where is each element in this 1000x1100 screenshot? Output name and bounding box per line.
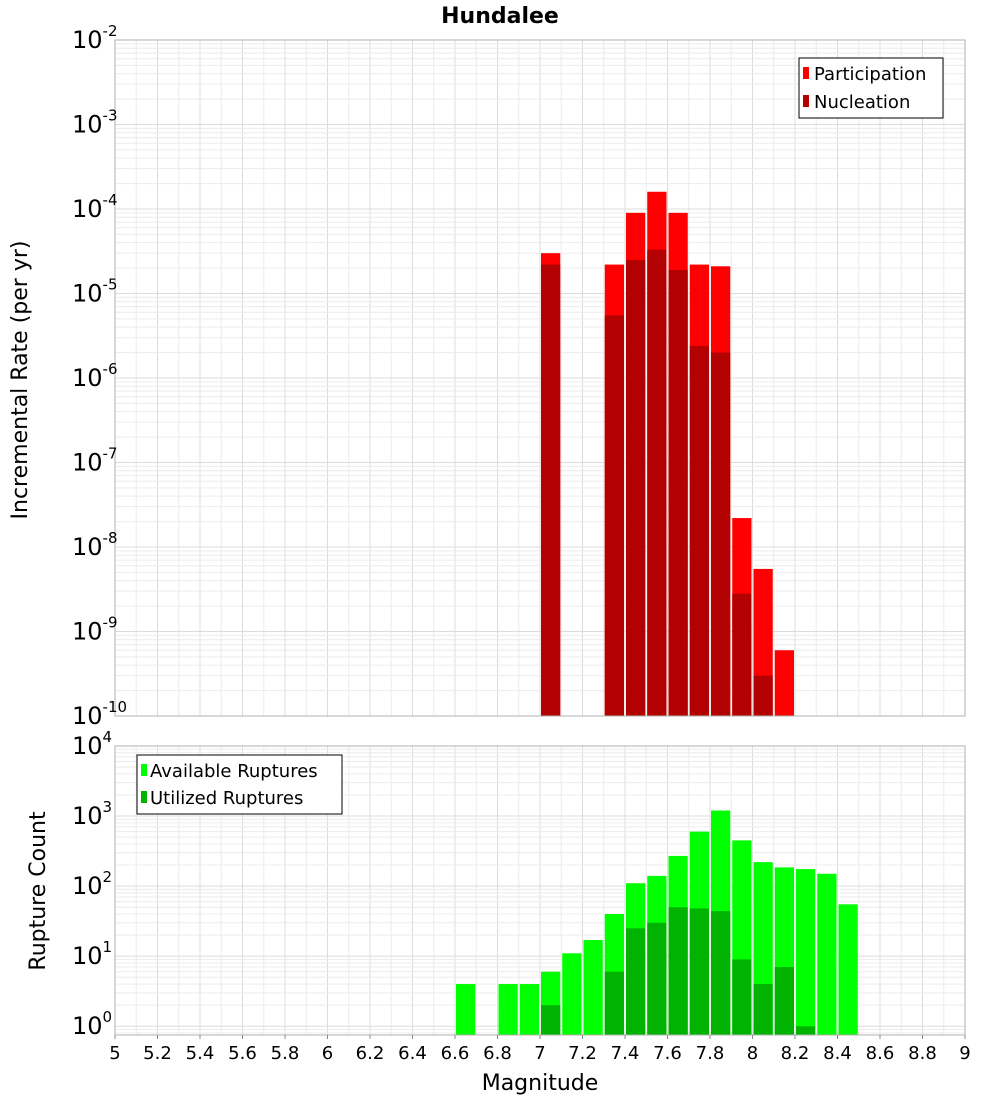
utilized-ruptures-bar: [796, 1026, 816, 1035]
x-tick-label: 6.6: [441, 1043, 470, 1064]
bottom-y-axis-label: Rupture Count: [26, 811, 51, 971]
bottom-legend: Available Ruptures Utilized Ruptures: [136, 754, 343, 815]
bottom-legend-box: [136, 754, 343, 815]
x-tick-label: 8.4: [823, 1043, 852, 1064]
x-tick-label: 5.4: [186, 1043, 215, 1064]
y-tick-label: 104: [72, 728, 112, 760]
x-tick-label: 6.8: [483, 1043, 512, 1064]
nucleation-bar: [711, 352, 731, 716]
utilized-ruptures-bar: [753, 984, 773, 1035]
x-tick-label: 7.4: [611, 1043, 640, 1064]
x-tick-label: 7.2: [568, 1043, 597, 1064]
available-legend-swatch: [141, 764, 147, 776]
bottom-bars: [456, 810, 858, 1035]
x-tick-label: 7: [534, 1043, 545, 1064]
available-ruptures-bar: [456, 984, 476, 1035]
y-tick-label: 10-10: [72, 698, 127, 730]
nucleation-bar: [647, 249, 667, 716]
y-tick-label: 10-2: [72, 22, 118, 54]
top-legend-box: [798, 57, 944, 119]
participation-legend-swatch: [803, 67, 809, 79]
utilized-ruptures-bar: [668, 907, 688, 1035]
available-ruptures-bar: [796, 869, 816, 1035]
available-legend-label: Available Ruptures: [150, 761, 318, 782]
x-axis-label: Magnitude: [482, 1071, 599, 1096]
available-ruptures-bar: [519, 984, 539, 1035]
participation-bar: [774, 650, 794, 716]
rupture-count-panel: 104 103 102 101 100 5 5.2 5.4 5.6 5.8 6 6.2 6.4 6.6 6…: [26, 728, 971, 1096]
x-tick-label: 6.4: [398, 1043, 427, 1064]
available-ruptures-bar: [817, 873, 837, 1035]
utilized-ruptures-bar: [541, 1005, 561, 1035]
utilized-ruptures-bar: [689, 908, 709, 1035]
y-tick-label: 10-8: [72, 529, 118, 561]
nucleation-legend-swatch: [803, 95, 809, 107]
nucleation-bar: [541, 264, 561, 716]
available-ruptures-bar: [562, 953, 582, 1035]
top-y-ticks: 10-2 10-3 10-4 10-5 10-6 10-7 10-8 10-9 10-10: [72, 22, 127, 730]
y-tick-label: 10-3: [72, 107, 118, 139]
x-tick-label: 5.8: [271, 1043, 300, 1064]
nucleation-bar: [604, 315, 624, 716]
x-tick-label: 8.6: [866, 1043, 895, 1064]
top-legend: Participation Nucleation: [798, 57, 944, 119]
utilized-legend-swatch: [141, 791, 147, 803]
y-tick-label: 10-7: [72, 445, 118, 477]
available-ruptures-bar: [838, 904, 858, 1035]
x-tick-label: 9: [959, 1043, 970, 1064]
utilized-ruptures-bar: [732, 959, 752, 1035]
utilized-ruptures-bar: [604, 971, 624, 1035]
x-tick-label: 7.6: [653, 1043, 682, 1064]
x-tick-label: 8: [747, 1043, 758, 1064]
y-tick-label: 10-5: [72, 276, 118, 308]
available-ruptures-bar: [498, 984, 518, 1035]
x-tick-label: 8.2: [781, 1043, 810, 1064]
x-tick-label: 5.6: [228, 1043, 257, 1064]
top-y-axis-label: Incremental Rate (per yr): [8, 241, 33, 520]
incremental-rate-panel: 10-2 10-3 10-4 10-5 10-6 10-7 10-8 10-9 10-10 In…: [8, 22, 966, 730]
nucleation-bar: [689, 345, 709, 716]
nucleation-bar: [753, 675, 773, 716]
y-tick-label: 100: [72, 1008, 112, 1040]
utilized-legend-label: Utilized Ruptures: [150, 788, 303, 809]
chart-title: Hundalee: [441, 4, 559, 29]
x-tick-label: 6: [322, 1043, 333, 1064]
y-tick-label: 10-9: [72, 614, 118, 646]
top-bars: [541, 191, 794, 717]
y-tick-label: 10-6: [72, 360, 118, 392]
top-grid: [114, 39, 966, 717]
x-ticks: 5 5.2 5.4 5.6 5.8 6 6.2 6.4 6.6 6.8 7 7.2 7.4 7.6 7.8 8…: [109, 1035, 971, 1064]
x-tick-label: 6.2: [356, 1043, 385, 1064]
x-tick-label: 8.8: [908, 1043, 937, 1064]
utilized-ruptures-bar: [647, 922, 667, 1035]
x-tick-label: 5.2: [143, 1043, 172, 1064]
available-ruptures-bar: [583, 940, 603, 1035]
bottom-y-ticks: 104 103 102 101 100: [72, 728, 112, 1040]
y-tick-label: 103: [72, 798, 112, 830]
nucleation-bar: [668, 269, 688, 716]
utilized-ruptures-bar: [626, 928, 646, 1035]
y-tick-label: 10-4: [72, 191, 118, 223]
participation-legend-label: Participation: [814, 64, 926, 85]
utilized-ruptures-bar: [711, 911, 731, 1035]
top-plot-border: [114, 39, 966, 717]
utilized-ruptures-bar: [774, 967, 794, 1035]
nucleation-legend-label: Nucleation: [814, 92, 910, 113]
y-tick-label: 102: [72, 868, 112, 900]
nucleation-bar: [626, 259, 646, 716]
y-tick-label: 101: [72, 938, 112, 970]
x-tick-label: 7.8: [696, 1043, 725, 1064]
nucleation-bar: [732, 593, 752, 716]
x-tick-label: 5: [109, 1043, 120, 1064]
